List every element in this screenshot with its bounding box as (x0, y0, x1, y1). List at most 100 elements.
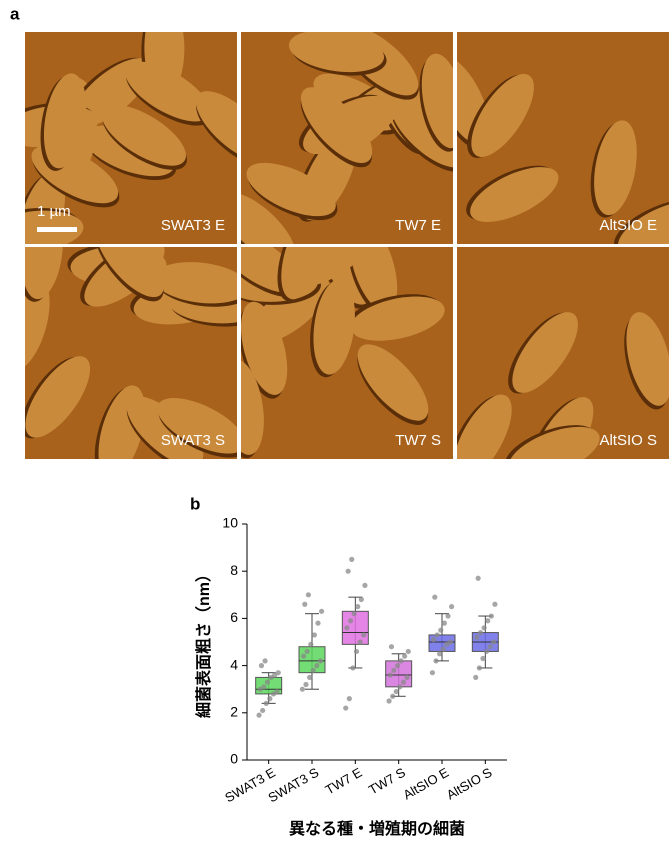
cell (124, 61, 210, 122)
data-point (311, 632, 317, 638)
panel-label: a (10, 4, 20, 23)
cell (357, 344, 429, 421)
data-point (267, 696, 273, 702)
data-point (487, 644, 493, 650)
data-point (261, 684, 267, 690)
y-tick-label: 10 (222, 515, 238, 531)
data-point (483, 648, 490, 655)
data-point (355, 604, 361, 610)
data-point (449, 604, 455, 610)
data-point (299, 686, 305, 692)
data-point (429, 670, 435, 676)
cell (350, 296, 445, 341)
cell (313, 279, 355, 375)
image-label: SWAT3 S (161, 432, 225, 449)
cell (246, 162, 336, 217)
cell (470, 167, 559, 222)
data-point (362, 582, 368, 588)
data-point (481, 625, 487, 631)
data-point (400, 679, 407, 685)
image-label: AltSIO E (599, 217, 657, 234)
data-point (317, 658, 323, 664)
image-label: TW7 E (395, 217, 441, 234)
data-point (351, 611, 357, 617)
data-point (274, 688, 280, 695)
data-point (319, 608, 325, 614)
scale-bar (37, 227, 77, 232)
cell (626, 312, 669, 406)
cell (421, 53, 453, 149)
data-point (310, 667, 316, 673)
x-tick-label: TW7 E (323, 764, 365, 797)
data-point (397, 684, 403, 690)
data-point (437, 651, 443, 657)
data-point (491, 639, 497, 645)
cell (508, 426, 600, 459)
data-point (358, 596, 364, 603)
data-point (440, 646, 446, 652)
afm-image (25, 32, 237, 244)
data-point (402, 653, 408, 659)
x-tick-label: SWAT3 S (266, 764, 322, 805)
data-point (347, 618, 354, 624)
data-point (304, 648, 310, 655)
data-point (308, 641, 314, 647)
cell (594, 120, 637, 216)
data-point (477, 629, 484, 636)
afm-image (457, 247, 669, 459)
cell (195, 91, 237, 162)
data-point (264, 679, 271, 685)
data-point (473, 674, 479, 681)
image-label: TW7 S (395, 432, 441, 449)
afm-image (241, 247, 453, 459)
data-point (345, 568, 351, 574)
data-point (256, 712, 262, 718)
afm-image (25, 247, 237, 459)
y-tick-label: 8 (230, 562, 238, 578)
y-tick-label: 6 (230, 609, 238, 625)
data-point (488, 613, 494, 619)
data-point (361, 632, 367, 638)
cell (241, 359, 264, 455)
cell (241, 301, 288, 395)
afm-image (457, 32, 669, 244)
data-point (263, 700, 269, 706)
panel-label: b (190, 494, 200, 513)
cell (300, 87, 373, 164)
data-point (394, 663, 401, 669)
cell (126, 396, 204, 459)
data-point (434, 632, 440, 638)
data-point (303, 681, 309, 688)
cell (157, 397, 237, 454)
data-point (432, 594, 438, 600)
data-point (302, 601, 308, 607)
data-point (441, 620, 447, 626)
cell (471, 73, 534, 157)
data-point (390, 693, 396, 699)
data-point (391, 667, 397, 673)
data-point (405, 648, 411, 655)
cell (101, 104, 186, 166)
cell (25, 247, 63, 300)
y-tick-label: 4 (230, 656, 238, 672)
x-tick-label: AltSIO S (444, 764, 495, 802)
data-point (314, 663, 320, 669)
cell (288, 32, 385, 73)
data-point (258, 663, 265, 669)
data-point (447, 639, 453, 645)
data-point (438, 627, 444, 633)
data-point (262, 658, 268, 664)
cell (241, 192, 296, 244)
data-point (350, 665, 356, 671)
data-point (275, 670, 281, 676)
scale-bar-label: 1 µm (37, 203, 71, 220)
data-point (346, 696, 352, 702)
image-label: AltSIO S (599, 432, 657, 449)
data-point (353, 648, 360, 655)
cell (153, 262, 237, 304)
data-point (485, 618, 491, 624)
data-point (393, 688, 399, 695)
data-point (349, 556, 355, 563)
cell (95, 247, 165, 298)
